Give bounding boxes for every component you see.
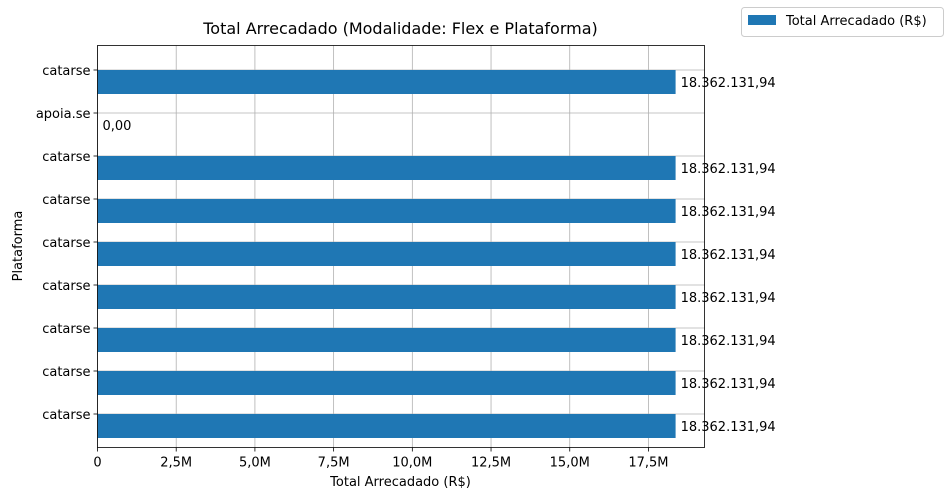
bar-value-label: 18.362.131,94 <box>681 291 776 306</box>
legend-frame <box>741 7 944 37</box>
x-tick-label: 7,5M <box>318 456 350 471</box>
plot-frame <box>97 45 705 448</box>
bar <box>97 242 676 266</box>
bar-value-label: 18.362.131,94 <box>681 205 776 220</box>
bars <box>97 70 676 438</box>
bar <box>97 156 676 180</box>
x-axis-label: Total Arrecadado (R$) <box>329 475 471 490</box>
bar-value-label: 18.362.131,94 <box>681 334 776 349</box>
legend: Total Arrecadado (R$) <box>741 7 944 37</box>
bar <box>97 199 676 223</box>
bar <box>97 328 676 352</box>
x-tick-label: 0 <box>93 456 101 471</box>
y-tick-label: catarse <box>42 322 90 337</box>
y-tick-label: catarse <box>42 64 90 79</box>
bar <box>97 371 676 395</box>
bar <box>97 70 676 94</box>
x-axis-ticks: 0 2,5M 5,0M 7,5M 10,0M 12,5M 15,0M 17,5M <box>93 447 669 471</box>
y-tick-label: catarse <box>42 193 90 208</box>
bar-value-label: 18.362.131,94 <box>681 248 776 263</box>
y-axis-label: Plataforma <box>11 211 26 282</box>
x-tick-label: 15,0M <box>550 456 590 471</box>
bar-value-label: 18.362.131,94 <box>681 76 776 91</box>
bar-value-label: 0,00 <box>103 119 132 134</box>
x-tick-label: 10,0M <box>392 456 432 471</box>
y-tick-label: catarse <box>42 236 90 251</box>
y-tick-label: catarse <box>42 150 90 165</box>
bar-value-label: 18.362.131,94 <box>681 377 776 392</box>
bar-value-label: 18.362.131,94 <box>681 162 776 177</box>
x-tick-label: 5,0M <box>239 456 271 471</box>
y-tick-label: catarse <box>42 408 90 423</box>
y-axis-ticks: catarse catarse catarse catarse catarse catar… <box>36 64 98 423</box>
y-tick-label: catarse <box>42 365 90 380</box>
x-tick-label: 2,5M <box>160 456 192 471</box>
bar <box>97 285 676 309</box>
x-tick-label: 12,5M <box>471 456 511 471</box>
bar-value-label: 18.362.131,94 <box>681 420 776 435</box>
bar <box>97 414 676 438</box>
x-tick-label: 17,5M <box>628 456 668 471</box>
legend-label: Total Arrecadado (R$) <box>785 14 927 29</box>
y-tick-label: catarse <box>42 279 90 294</box>
y-tick-label: apoia.se <box>36 107 91 122</box>
legend-swatch <box>748 15 776 25</box>
chart-title: Total Arrecadado (Modalidade: Flex e Pla… <box>202 19 598 38</box>
